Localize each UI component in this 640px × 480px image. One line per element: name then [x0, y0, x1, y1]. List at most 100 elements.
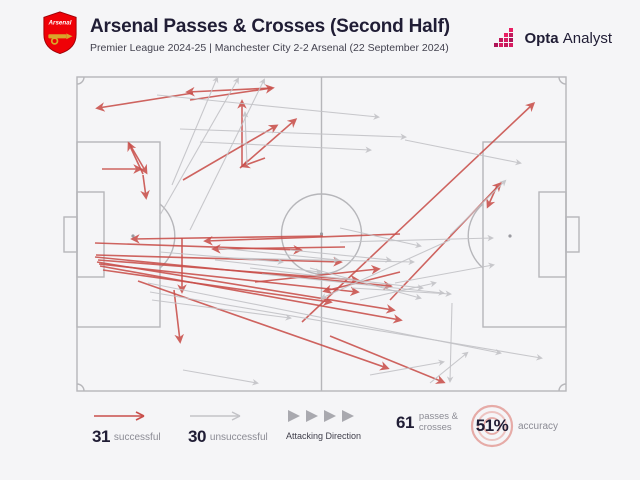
pass-arrow-unsuccessful	[217, 247, 340, 263]
total-label-line2: crosses	[418, 421, 452, 433]
pass-arrow-unsuccessful	[151, 299, 292, 321]
pass-arrow-unsuccessful	[339, 227, 422, 249]
pass-arrow-successful	[128, 142, 148, 175]
pass-arrow-unsuccessful	[249, 267, 424, 291]
pass-arrows-layer	[94, 76, 543, 386]
center-spot	[319, 232, 324, 236]
corner-arc	[558, 383, 567, 392]
header: Arsenal Arsenal Passes & Crosses (Second…	[0, 0, 640, 76]
pass-arrow-unsuccessful	[339, 234, 494, 243]
pass-arrow-successful	[99, 265, 403, 324]
pass-arrow-successful	[173, 289, 184, 344]
pass-arrow-unsuccessful	[369, 359, 445, 376]
left-goal	[63, 216, 78, 253]
pass-arrow-successful	[130, 234, 324, 244]
pass-arrow-unsuccessful	[229, 257, 415, 266]
opta-analyst-logo: Opta Analyst	[493, 26, 612, 50]
pass-arrow-successful	[137, 280, 390, 371]
pass-arrow-unsuccessful	[179, 128, 407, 141]
title-block: Arsenal Passes & Crosses (Second Half) P…	[90, 16, 510, 54]
unsuccessful-arrow-icon	[190, 411, 241, 421]
unsuccessful-label: unsuccessful	[209, 431, 268, 443]
pass-arrow-successful	[95, 92, 194, 112]
successful-count: 31	[92, 427, 110, 446]
attacking-direction-label: Attacking Direction	[286, 431, 362, 441]
successful-arrow-icon	[94, 411, 145, 421]
right-penalty-box	[482, 141, 567, 328]
pass-arrow-unsuccessful	[261, 273, 445, 296]
right-six-yard-box	[538, 191, 567, 278]
corner-arc	[76, 76, 85, 85]
accuracy-target-badge: 51%	[470, 404, 514, 448]
pass-arrow-successful	[140, 174, 150, 200]
pitch-markings	[63, 76, 580, 392]
pass-arrow-unsuccessful	[241, 111, 249, 166]
page-title: Arsenal Passes & Crosses (Second Half)	[90, 16, 450, 37]
successful-label: successful	[113, 431, 161, 443]
arsenal-crest-logo: Arsenal	[43, 11, 77, 54]
total-count: 61	[396, 412, 414, 432]
pass-arrow-unsuccessful	[156, 94, 380, 120]
pass-arrow-unsuccessful	[404, 139, 522, 166]
crest-shield	[43, 11, 77, 54]
pass-arrow-unsuccessful	[429, 351, 469, 384]
legend-unsuccessful: 30 unsuccessful	[188, 410, 268, 447]
legend-successful: 31 successful	[92, 410, 161, 447]
pass-arrow-successful	[301, 102, 536, 323]
pass-arrow-unsuccessful	[189, 78, 265, 231]
legend-total: 61 passes & crosses	[396, 411, 458, 434]
pass-arrow-unsuccessful	[171, 76, 219, 186]
pass-arrow-unsuccessful	[351, 287, 452, 298]
pass-arrow-unsuccessful	[309, 267, 422, 300]
pass-arrow-successful	[97, 259, 360, 285]
pass-arrow-successful	[486, 185, 498, 209]
crest-wordmark: Arsenal	[48, 19, 72, 26]
pass-arrow-successful	[189, 84, 275, 101]
pass-arrow-successful	[96, 261, 396, 314]
corner-arc	[76, 383, 85, 392]
pass-arrow-successful	[95, 254, 343, 267]
page-subtitle: Premier League 2024-25 | Manchester City…	[90, 41, 449, 54]
pass-arrow-successful	[329, 335, 446, 384]
corner-arc	[558, 76, 567, 85]
pass-arrow-successful	[182, 124, 279, 181]
unsuccessful-count: 30	[188, 427, 206, 446]
attacking-direction-triangles-icon	[288, 410, 354, 422]
brand-opta: Opta	[524, 29, 559, 47]
accuracy-value: 51%	[475, 416, 509, 435]
target-rings-icon	[470, 404, 514, 448]
pass-arrow-unsuccessful	[159, 251, 284, 265]
brand-analyst: Analyst	[562, 29, 612, 47]
right-penalty-spot	[508, 234, 512, 238]
left-penalty-spot	[131, 234, 135, 238]
pass-arrow-successful	[102, 269, 333, 306]
pass-arrow-unsuccessful	[182, 369, 259, 386]
total-label: passes & crosses	[418, 411, 458, 434]
pass-arrow-unsuccessful	[214, 259, 322, 275]
left-penalty-arc	[159, 203, 176, 269]
legend-accuracy: 51% accuracy	[470, 404, 558, 448]
right-goal	[565, 216, 580, 253]
pass-arrow-successful	[211, 244, 346, 254]
pass-arrow-successful	[98, 263, 360, 297]
pass-arrow-unsuccessful	[394, 262, 495, 284]
crest-cannon-muzzle	[66, 33, 73, 40]
pass-arrow-successful	[94, 242, 303, 255]
right-penalty-arc	[467, 203, 484, 269]
pass-arrow-unsuccessful	[446, 302, 454, 383]
pass-arrow-unsuccessful	[199, 141, 372, 154]
total-label-line1: passes &	[418, 411, 458, 422]
pass-arrow-unsuccessful	[289, 249, 392, 263]
crest-cannon-barrel	[48, 34, 67, 39]
crest-cannon-wheel	[50, 37, 59, 45]
legend-attacking-direction: Attacking Direction	[286, 408, 361, 441]
pass-arrow-unsuccessful	[149, 291, 543, 361]
pass-arrow-unsuccessful	[449, 179, 507, 236]
pass-arrow-successful	[203, 233, 401, 246]
pass-arrow-unsuccessful	[320, 239, 451, 300]
opta-pixel-chart-icon	[494, 28, 514, 47]
accuracy-label: accuracy	[518, 420, 559, 432]
legend: 31 successful 30 unsuccessful Attacking …	[0, 402, 640, 462]
